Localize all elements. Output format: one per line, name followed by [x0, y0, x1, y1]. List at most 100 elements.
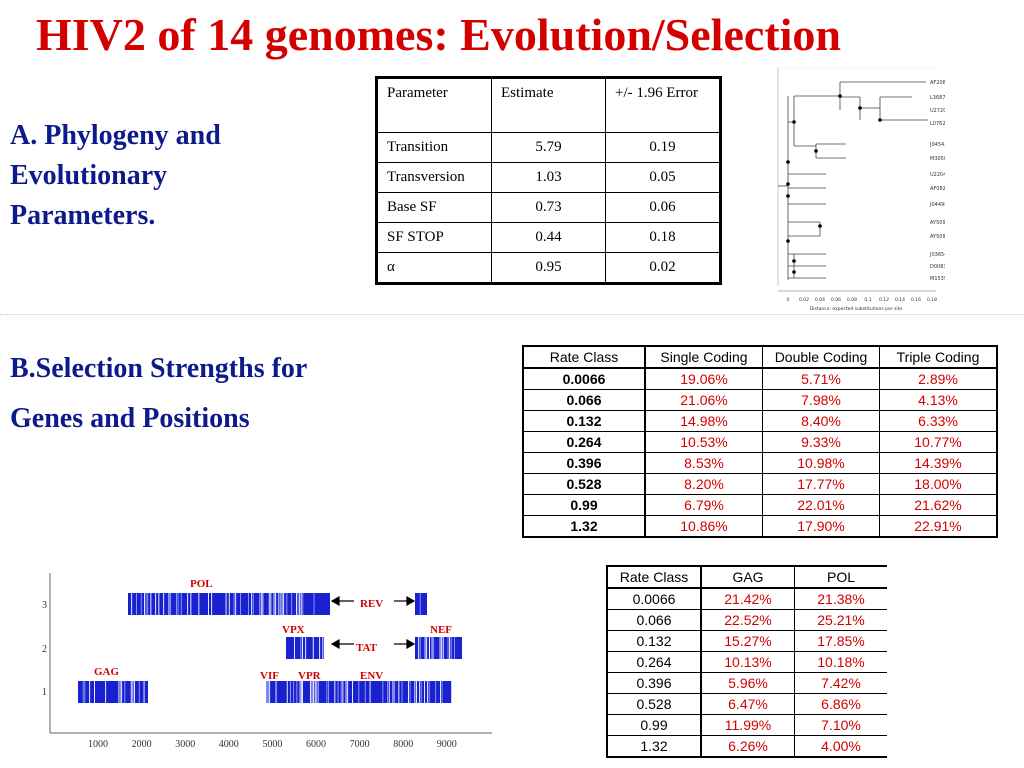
- table-cell: 0.05: [605, 162, 721, 193]
- section-b-line: B.Selection Strengths for: [10, 353, 308, 384]
- parameters-table: Parameter Estimate +/- 1.96 Error Transi…: [375, 76, 722, 285]
- table-cell: 0.264: [522, 431, 646, 453]
- gene-label-vif: VIF: [260, 670, 279, 682]
- arrows: [330, 595, 416, 650]
- table-cell: 21.62%: [879, 494, 998, 516]
- table-cell: 22.91%: [879, 515, 998, 538]
- tree-nodes: [786, 94, 882, 274]
- table-cell: 1.32: [606, 735, 702, 758]
- table-cell: 0.132: [606, 630, 702, 652]
- table-cell: SF STOP: [376, 222, 492, 253]
- y-tick-label: 3: [42, 600, 47, 611]
- section-a-line: A. Phylogeny and: [10, 120, 221, 151]
- table-cell: 2.89%: [879, 367, 998, 390]
- table-cell: 10.98%: [762, 452, 880, 474]
- table-cell: 4.00%: [794, 735, 887, 758]
- x-tick-label: 8000: [393, 739, 413, 750]
- table-cell: 10.13%: [700, 651, 795, 673]
- header-cell: Rate Class: [522, 345, 646, 369]
- tree-branches: [777, 67, 936, 286]
- header-cell: Parameter: [376, 77, 492, 133]
- table-row: 0.132 15.27% 17.85%: [606, 630, 887, 652]
- gene-label-vpx: VPX: [282, 624, 305, 636]
- gene-rates-table: Rate Class GAG POL 0.0066 21.42% 21.38% 0.0…: [606, 565, 887, 758]
- taxon-label: L07625: [930, 121, 945, 127]
- header-cell: Estimate: [491, 77, 606, 133]
- table-row: 0.066 22.52% 25.21%: [606, 609, 887, 631]
- table-cell: 6.26%: [700, 735, 795, 758]
- x-tick-label: 7000: [350, 739, 370, 750]
- taxon-label: U22047: [930, 172, 945, 178]
- table-cell: 7.42%: [794, 672, 887, 694]
- gene-block-tat-exon2: [415, 637, 429, 659]
- tree-axis-tick: 0: [787, 297, 790, 303]
- x-tick-label: 9000: [437, 739, 457, 750]
- table-cell: 18.00%: [879, 473, 998, 495]
- table-cell: 0.264: [606, 651, 702, 673]
- taxon-label: U27200: [930, 108, 945, 114]
- table-cell: 10.53%: [644, 431, 763, 453]
- section-divider: [0, 314, 1024, 315]
- taxon-label: AF082339: [930, 186, 945, 192]
- table-cell: 4.13%: [879, 389, 998, 411]
- table-cell: 0.02: [605, 252, 721, 284]
- tree-axis-tick: 0.16: [911, 297, 921, 303]
- table-cell: 0.99: [606, 714, 702, 736]
- table-row: 0.264 10.13% 10.18%: [606, 651, 887, 673]
- table-cell: 11.99%: [700, 714, 795, 736]
- coding-rates-table: Rate Class Single Coding Double Coding T…: [522, 345, 998, 538]
- header-cell: GAG: [700, 565, 795, 589]
- table-row: Transition 5.79 0.19: [376, 132, 721, 163]
- x-tick-label: 3000: [175, 739, 195, 750]
- x-tick-label: 4000: [219, 739, 239, 750]
- section-a-line: Evolutionary: [10, 160, 168, 191]
- y-tick-label: 2: [42, 644, 47, 655]
- header-cell: Single Coding: [644, 345, 763, 369]
- section-b-line: Genes and Positions: [10, 403, 250, 434]
- table-row: 0.528 6.47% 6.86%: [606, 693, 887, 715]
- gene-block-vif: [266, 681, 303, 703]
- table-cell: 0.528: [606, 693, 702, 715]
- gene-label-rev: REV: [360, 598, 383, 610]
- table-cell: 17.85%: [794, 630, 887, 652]
- table-cell: 21.42%: [700, 587, 795, 610]
- slide-title: HIV2 of 14 genomes: Evolution/Selection: [36, 9, 841, 60]
- taxon-label: AY509259: [930, 220, 945, 226]
- table-cell: 7.98%: [762, 389, 880, 411]
- table-cell: 6.79%: [644, 494, 763, 516]
- header-cell: POL: [794, 565, 887, 589]
- table-cell: 21.38%: [794, 587, 887, 610]
- table-cell: 5.96%: [700, 672, 795, 694]
- table-row: 1.32 6.26% 4.00%: [606, 735, 887, 758]
- gene-label-tat: TAT: [356, 642, 378, 654]
- table-cell: 19.06%: [644, 367, 763, 390]
- header-cell: +/- 1.96 Error: [605, 77, 721, 133]
- table-cell: 8.53%: [644, 452, 763, 474]
- x-tick-label: 1000: [88, 739, 108, 750]
- table-cell: 7.10%: [794, 714, 887, 736]
- tree-axis-tick: 0.18: [927, 297, 937, 303]
- table-cell: 6.47%: [700, 693, 795, 715]
- table-cell: 0.06: [605, 192, 721, 223]
- table-cell: 0.066: [522, 389, 646, 411]
- tree-axis-tick: 0.12: [879, 297, 889, 303]
- table-cell: 6.86%: [794, 693, 887, 715]
- table-row: 0.528 8.20% 17.77% 18.00%: [522, 473, 998, 495]
- y-tick-label: 1: [42, 687, 47, 698]
- table-cell: 0.99: [522, 494, 646, 516]
- table-cell: 10.18%: [794, 651, 887, 673]
- header-cell: Double Coding: [762, 345, 880, 369]
- table-row: 0.264 10.53% 9.33% 10.77%: [522, 431, 998, 453]
- table-row: 0.0066 21.42% 21.38%: [606, 587, 887, 610]
- table-header-row: Parameter Estimate +/- 1.96 Error: [376, 77, 721, 133]
- table-cell: 14.39%: [879, 452, 998, 474]
- table-row: Base SF 0.73 0.06: [376, 192, 721, 223]
- gene-block-nef: [430, 637, 462, 659]
- taxon-label: J04542: [929, 142, 945, 148]
- table-cell: 10.86%: [644, 515, 763, 538]
- gene-block-rev-exon1: [318, 593, 324, 615]
- table-cell: 8.20%: [644, 473, 763, 495]
- table-cell: 1.03: [491, 162, 606, 193]
- gene-block-gag: [78, 681, 148, 703]
